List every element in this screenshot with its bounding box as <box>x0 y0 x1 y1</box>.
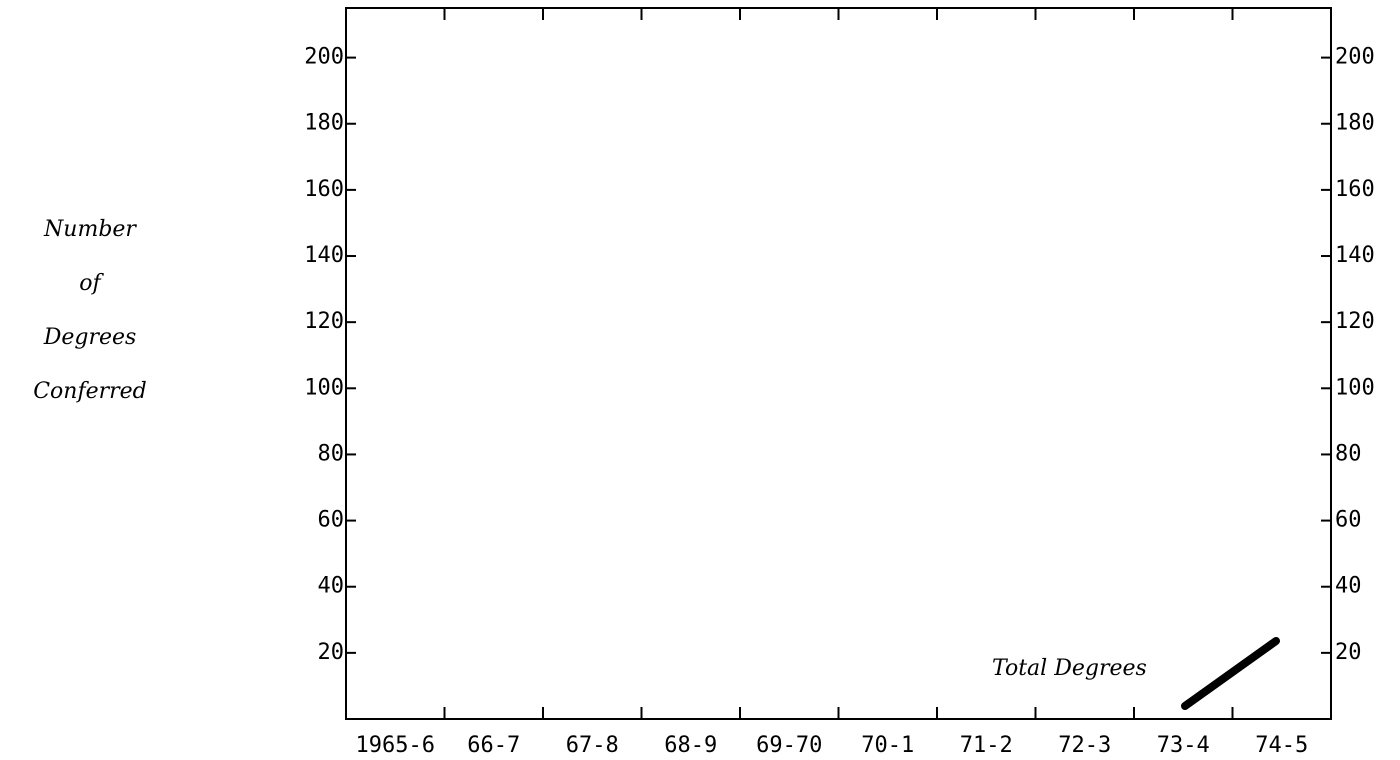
x-tick-label: 68-9 <box>664 733 717 758</box>
x-tick-label: 72-3 <box>1058 733 1111 758</box>
y-tick-label-right: 140 <box>1335 243 1375 268</box>
y-tick-label-right: 180 <box>1335 111 1375 136</box>
y-axis-title-line: of <box>79 271 104 296</box>
y-tick-label-left: 100 <box>304 375 344 400</box>
y-axis-title-line: Conferred <box>33 379 147 404</box>
y-tick-label-left: 80 <box>318 441 345 466</box>
y-tick-label-right: 200 <box>1335 45 1375 70</box>
x-tick-label: 73-4 <box>1157 733 1210 758</box>
x-tick-label: 67-8 <box>566 733 619 758</box>
y-axis-title-line: Degrees <box>43 325 137 350</box>
x-tick-label: 70-1 <box>861 733 914 758</box>
x-tick-label: 71-2 <box>960 733 1013 758</box>
legend: Total Degrees <box>992 637 1280 710</box>
y-axis-right: 20 40 60 80 100 120 140 160 180 200 <box>1321 45 1375 665</box>
y-tick-label-right: 120 <box>1335 309 1375 334</box>
y-tick-label-left: 20 <box>318 640 345 665</box>
y-axis-left: 20 40 60 80 100 120 140 160 180 200 <box>304 45 356 665</box>
x-axis-labels: 1965-6 66-7 67-8 68-9 69-70 70-1 71-2 72-3 73-4 7… <box>356 733 1309 758</box>
x-tick-label: 66-7 <box>467 733 520 758</box>
y-tick-label-left: 60 <box>318 508 345 533</box>
y-tick-label-left: 40 <box>318 574 345 599</box>
y-tick-label-left: 120 <box>304 309 344 334</box>
y-tick-label-right: 40 <box>1335 574 1362 599</box>
x-tick-label: 69-70 <box>756 733 822 758</box>
x-axis-ticks <box>443 8 1234 719</box>
y-tick-label-right: 160 <box>1335 177 1375 202</box>
x-tick-label: 74-5 <box>1255 733 1308 758</box>
y-tick-label-left: 160 <box>304 177 344 202</box>
y-tick-label-right: 80 <box>1335 441 1362 466</box>
y-tick-label-right: 20 <box>1335 640 1362 665</box>
y-tick-label-right: 60 <box>1335 508 1362 533</box>
legend-label-total-degrees: Total Degrees <box>992 656 1147 681</box>
y-tick-label-left: 200 <box>304 45 344 70</box>
legend-swatch-total-degrees <box>1181 637 1280 710</box>
x-tick-label: 1965-6 <box>356 733 435 758</box>
y-axis-title-line: Number <box>43 217 137 242</box>
y-tick-label-right: 100 <box>1335 375 1375 400</box>
y-tick-label-left: 180 <box>304 111 344 136</box>
plot-frame <box>345 7 1332 720</box>
y-tick-label-left: 140 <box>304 243 344 268</box>
y-axis-title: Number of Degrees Conferred <box>33 217 147 404</box>
